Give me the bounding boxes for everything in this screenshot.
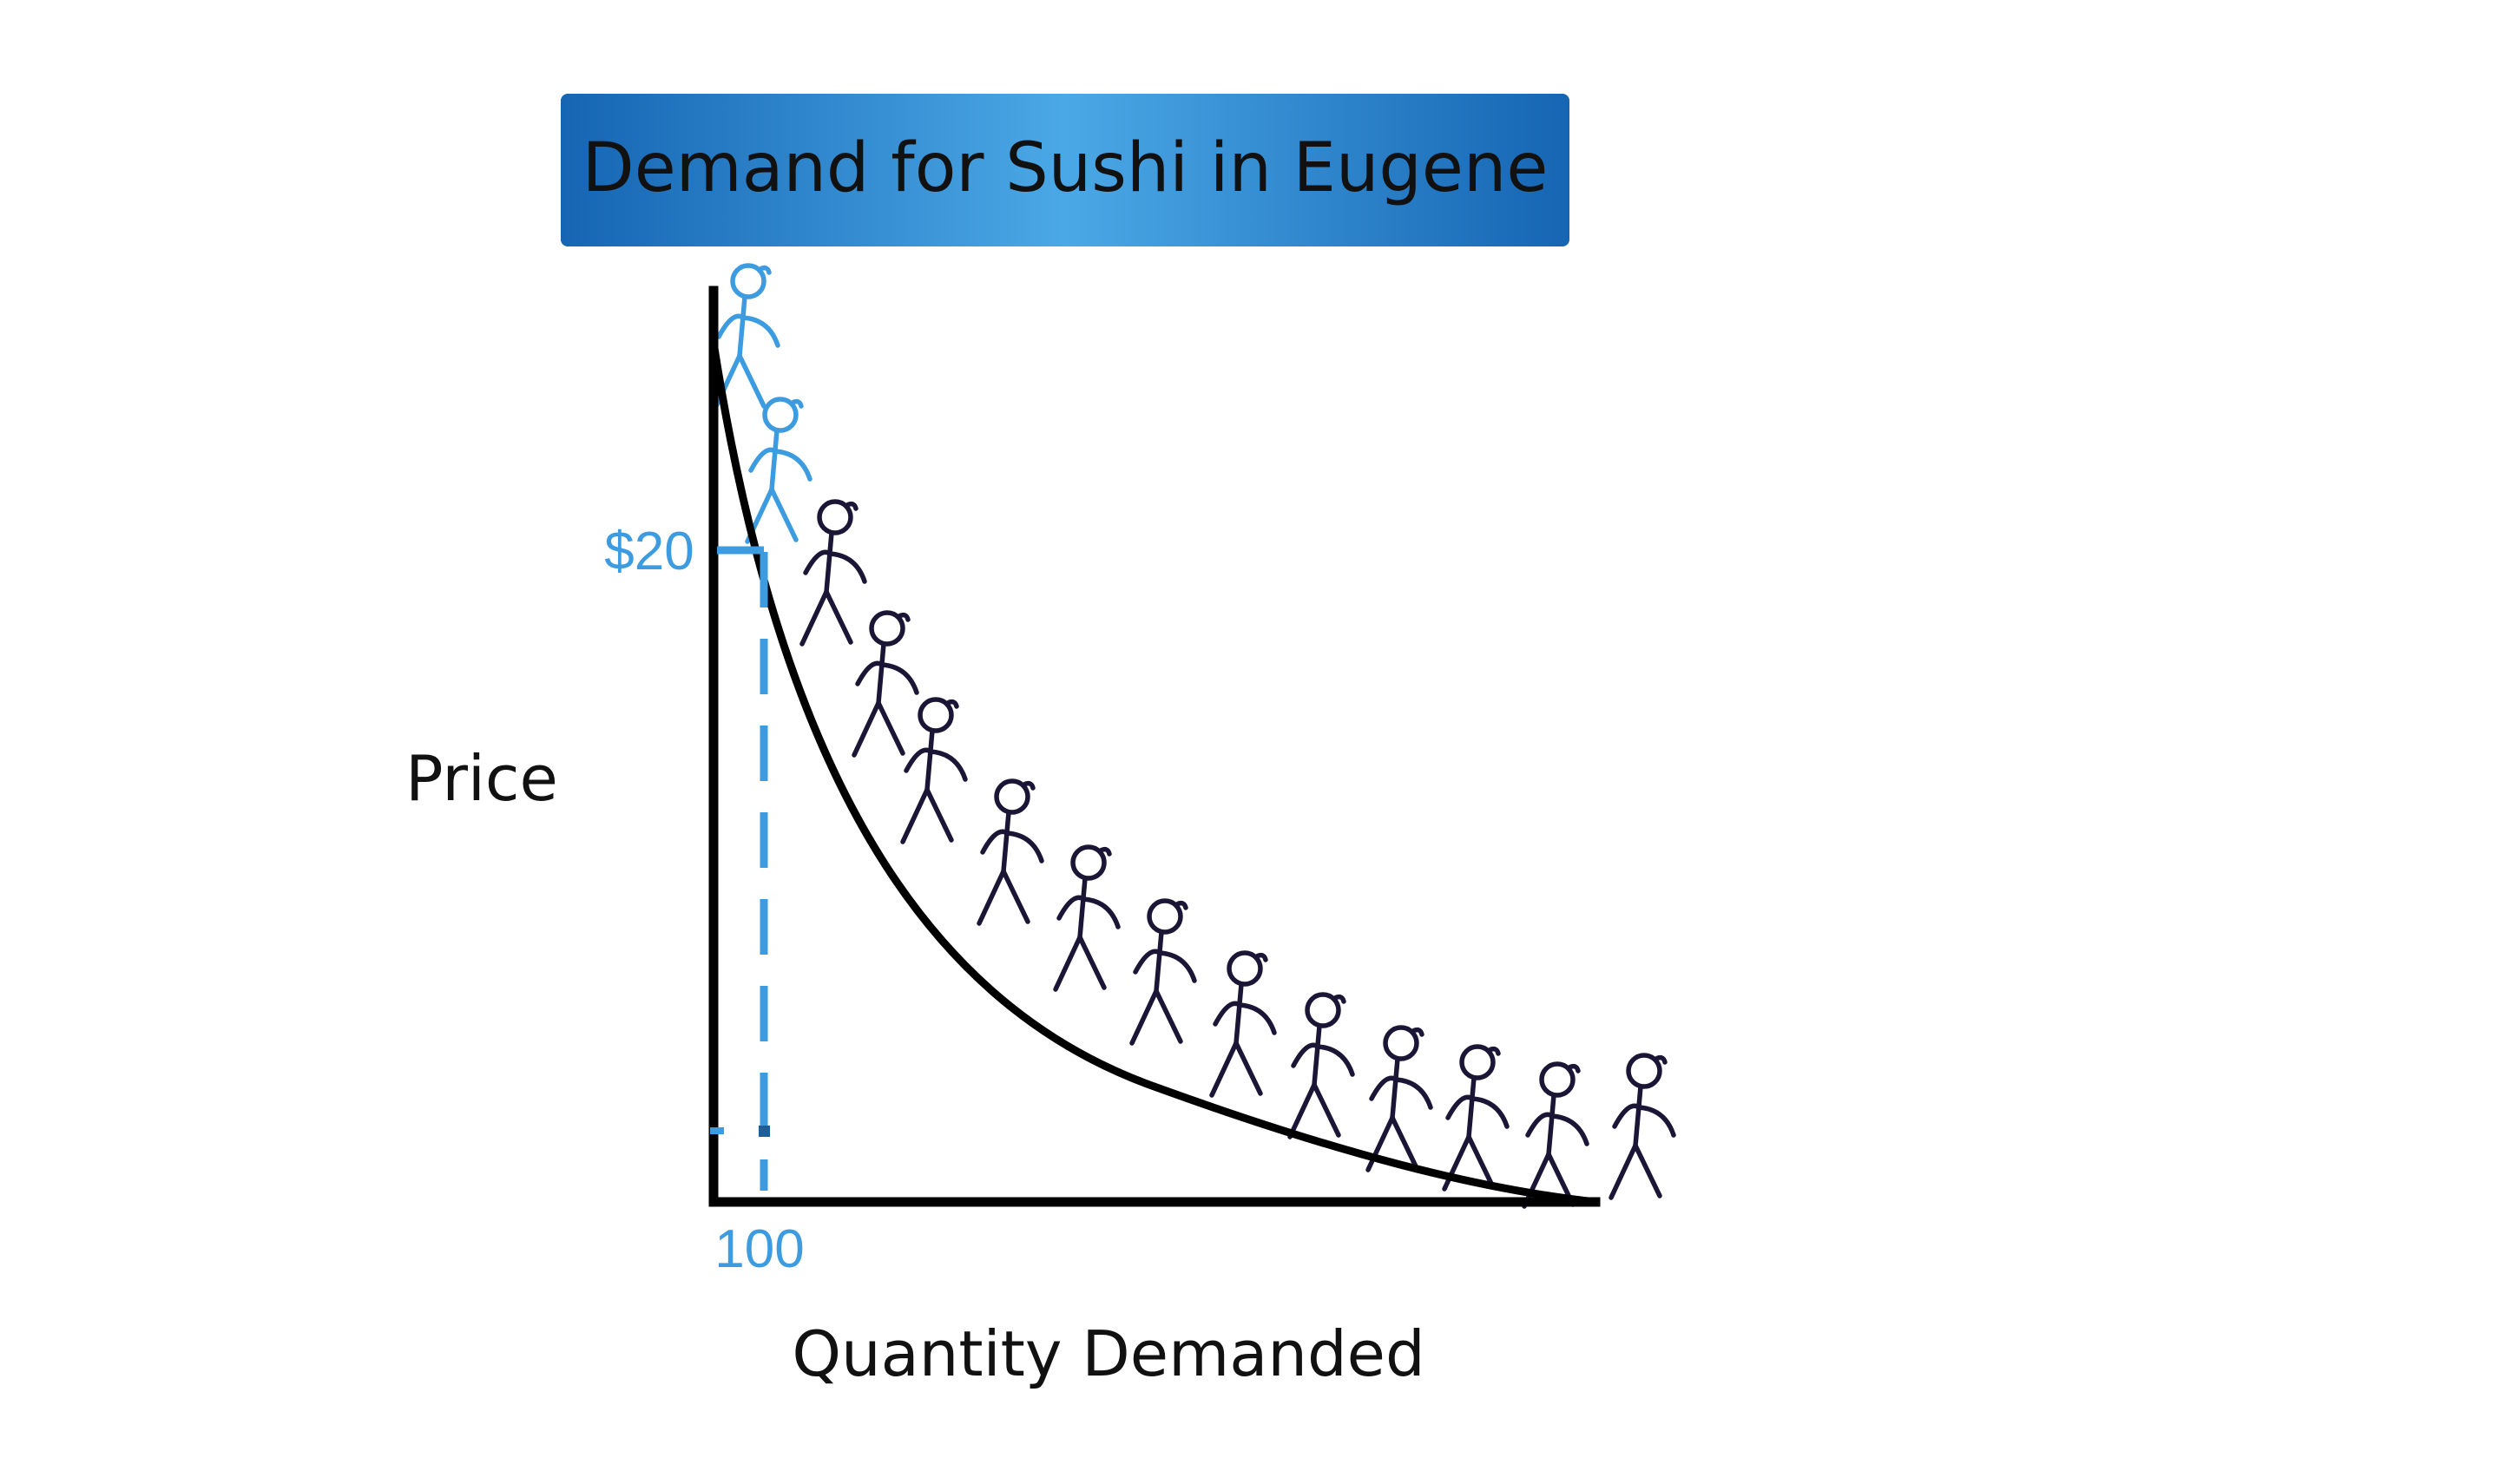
stick-figure-icon [1365, 1025, 1433, 1172]
stick-figure-icon [745, 397, 812, 544]
chart-title: Demand for Sushi in Eugene [582, 129, 1549, 207]
stick-figure-icon [977, 778, 1044, 926]
stick-figure-icon [1053, 844, 1121, 992]
quantity-dot [759, 1126, 770, 1137]
stick-figure-icon [900, 697, 968, 844]
quantity-tick-label: 100 [714, 1219, 804, 1279]
x-axis-label: Quantity Demanded [792, 1317, 1424, 1390]
stick-figure-icon [1129, 898, 1197, 1046]
stick-figure-icon [713, 263, 780, 410]
title-bar [561, 94, 1569, 246]
people-group [713, 263, 1676, 1209]
stick-figure-icon [1522, 1061, 1589, 1209]
stick-figure-icon [1442, 1044, 1510, 1192]
stick-figure-icon [852, 610, 919, 758]
stick-figure-icon [1287, 992, 1355, 1139]
demand-curve [709, 338, 1600, 1206]
price-tick-label: $20 [604, 522, 694, 581]
stick-figure-icon [1609, 1053, 1676, 1200]
stick-figure-icon [799, 499, 867, 647]
y-axis-label: Price [405, 742, 558, 815]
stick-figure-icon [1209, 950, 1277, 1098]
